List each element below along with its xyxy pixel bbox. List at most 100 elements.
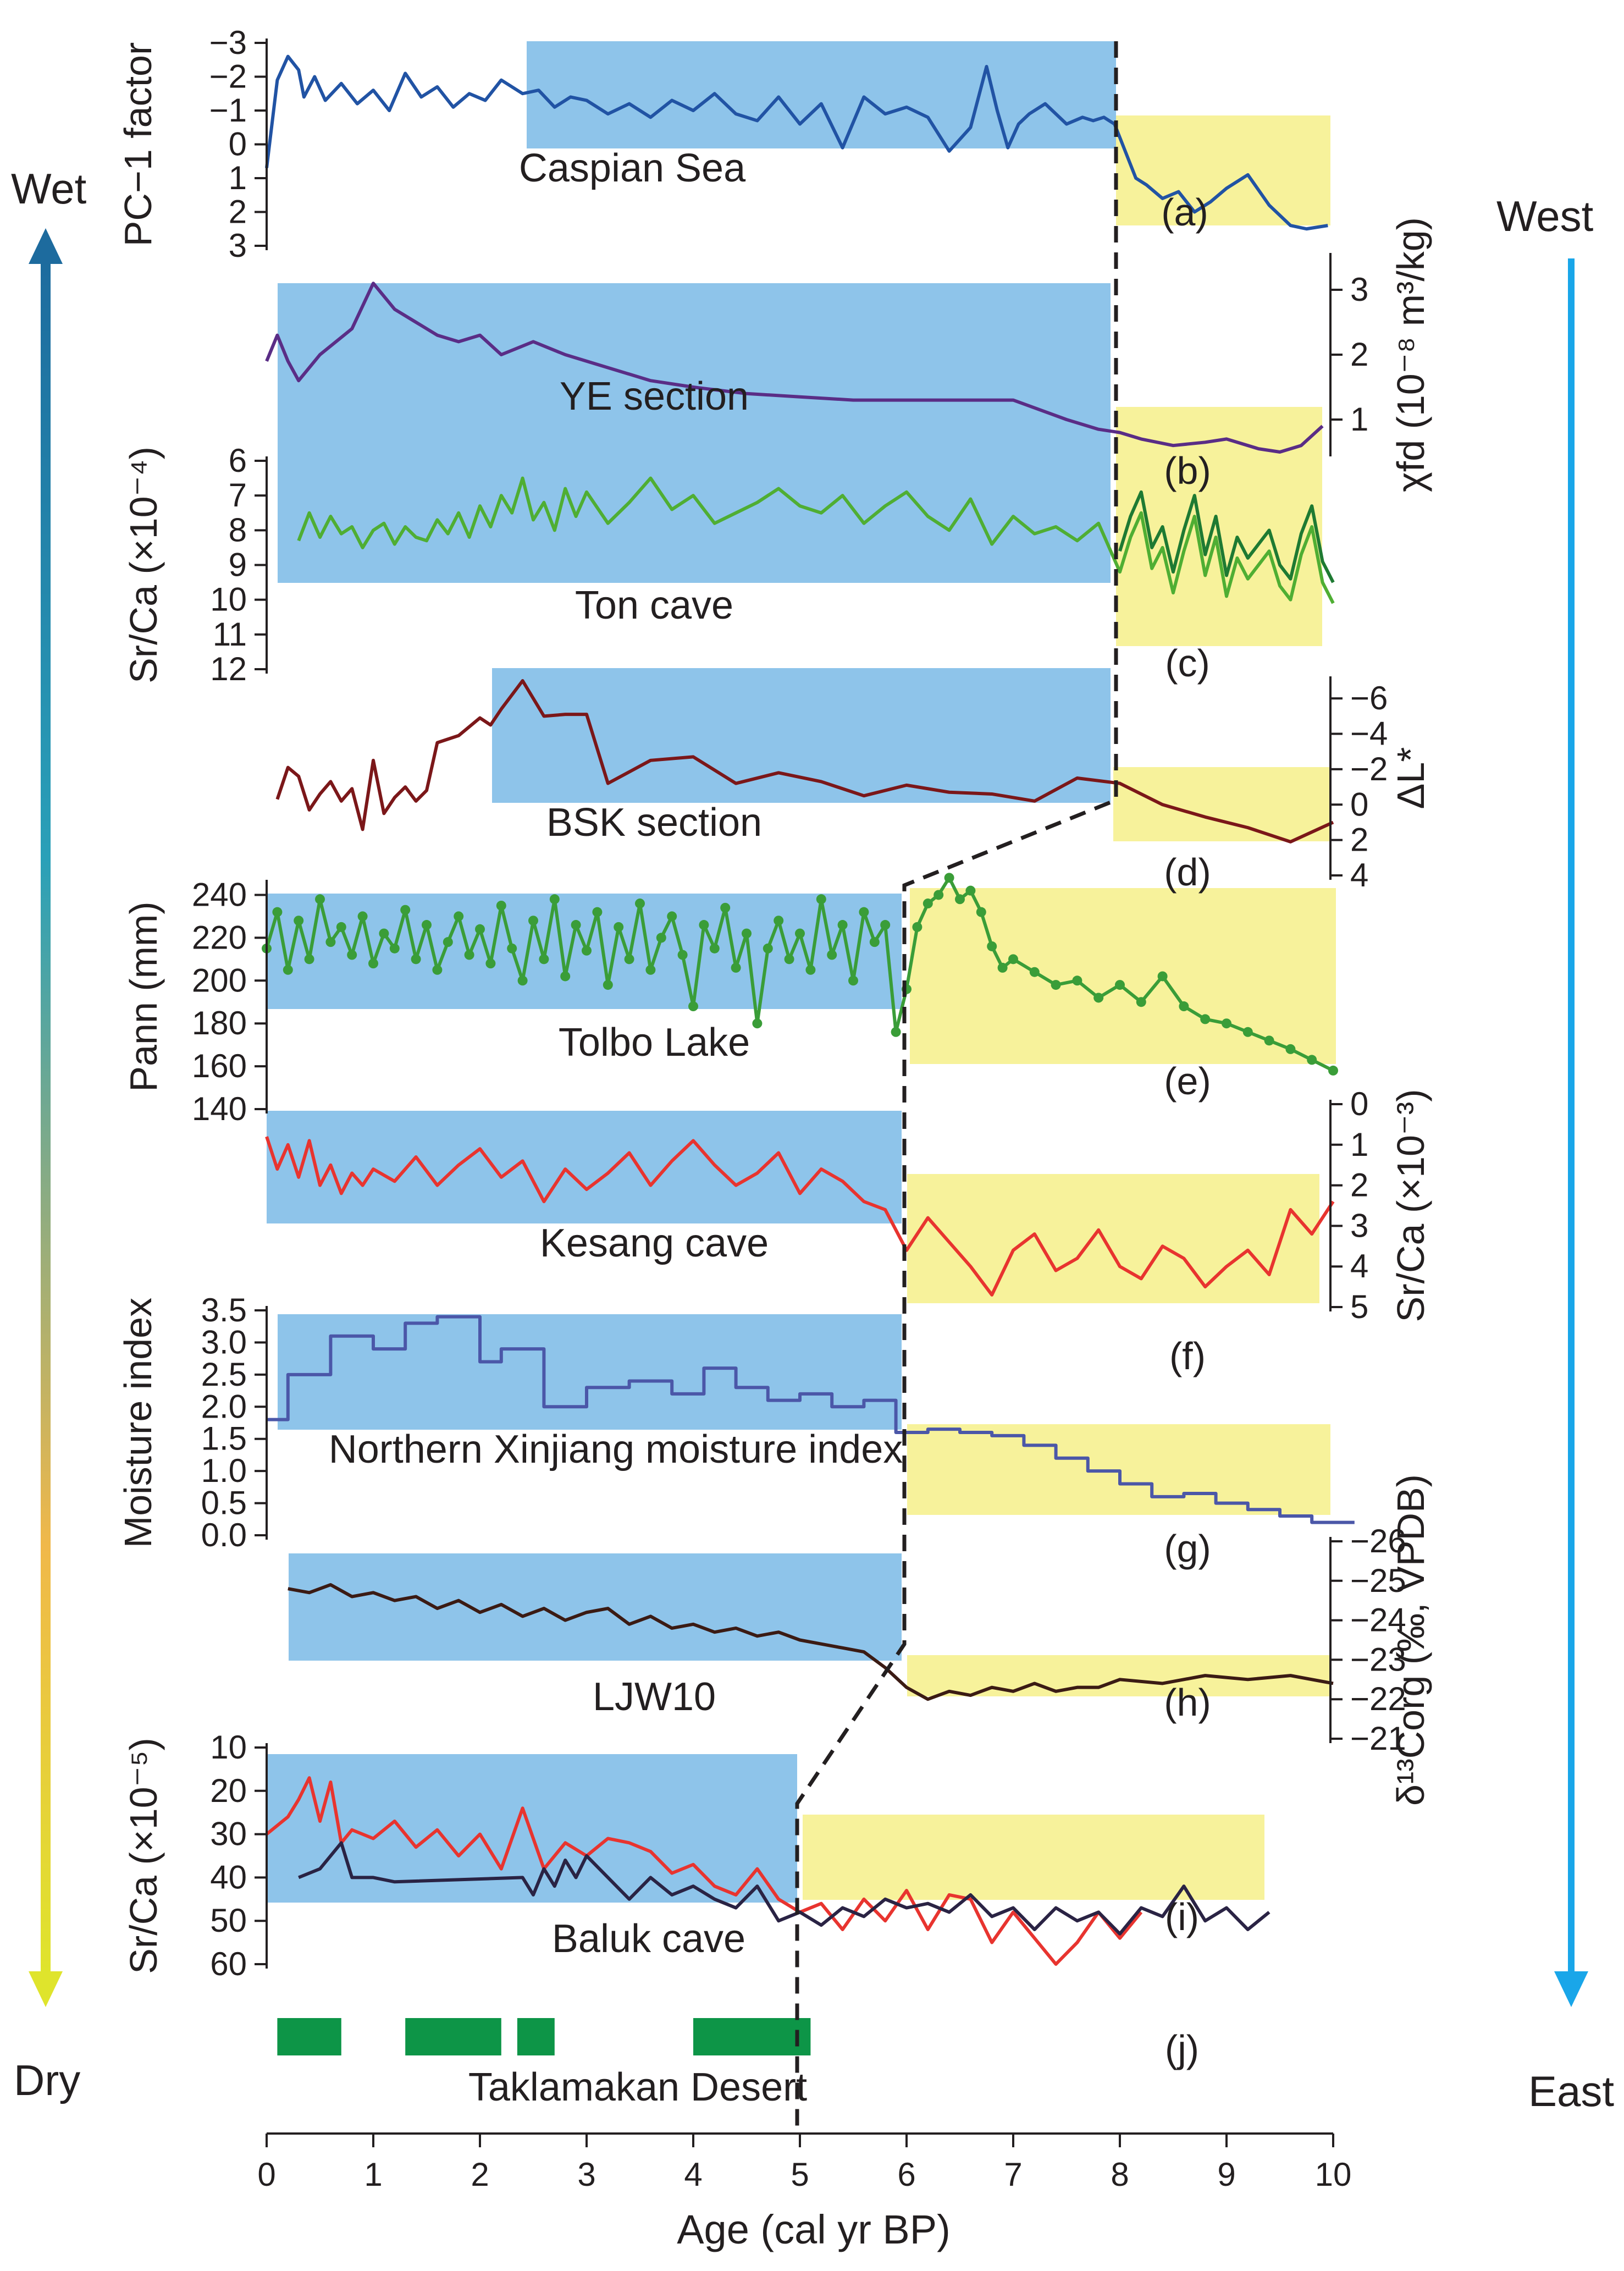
tolbo-point (1008, 954, 1018, 964)
panel-label-j: (j) (1165, 2027, 1199, 2070)
y-tick-label-f: 1 (1350, 1126, 1368, 1163)
y-axis-label-d: ΔL* (1389, 747, 1432, 809)
x-tick-label: 7 (1004, 2156, 1022, 2193)
y-tick-label-f: 5 (1350, 1288, 1368, 1325)
y-tick-label-i: 10 (210, 1729, 247, 1766)
x-tick-label: 3 (577, 2156, 595, 2193)
tolbo-point (368, 958, 378, 969)
y-tick-label-c: 8 (229, 511, 247, 548)
y-tick-label-e: 160 (192, 1048, 247, 1084)
y-axis-label-e: Pann (mm) (122, 901, 165, 1092)
panel-label-a: (a) (1161, 191, 1208, 234)
x-tick-label: 9 (1217, 2156, 1235, 2193)
y-tick-label-b: 1 (1350, 401, 1368, 438)
tolbo-point (389, 943, 400, 953)
panel-label-i: (i) (1165, 1895, 1199, 1938)
tolbo-point (1222, 1018, 1231, 1029)
panel-label-b: (b) (1164, 449, 1211, 492)
y-tick-label-h: −26 (1350, 1523, 1406, 1559)
tolbo-point (837, 920, 848, 930)
tolbo-point (742, 928, 752, 939)
y-tick-label-h: −25 (1350, 1562, 1406, 1599)
dry-period-box-f (907, 1174, 1319, 1303)
series-line-b (265, 282, 1324, 454)
tolbo-point (592, 907, 603, 917)
tolbo-point (667, 911, 677, 922)
desert-interval-bar (405, 2018, 501, 2055)
tolbo-point (816, 894, 826, 905)
y-axis-label-b: χfd (10⁻⁸ m³/kg) (1389, 217, 1432, 492)
tolbo-point (582, 945, 592, 956)
panel-label-e: (e) (1164, 1060, 1211, 1103)
tolbo-point (859, 907, 869, 917)
tolbo-point (454, 911, 464, 922)
panel-label-c: (c) (1165, 642, 1210, 685)
series-step-g (267, 1315, 1355, 1524)
y-tick-label-g: 2.5 (201, 1356, 247, 1393)
y-tick-label-a: 0 (229, 126, 247, 163)
tolbo-point (1115, 980, 1125, 990)
tolbo-point (443, 937, 453, 947)
tolbo-point (688, 1001, 698, 1012)
tolbo-point (379, 928, 389, 939)
tolbo-point (784, 954, 794, 964)
y-tick-label-i: 60 (210, 1945, 247, 1982)
tolbo-point (325, 937, 336, 947)
tolbo-point (1242, 1027, 1253, 1037)
tolbo-point (1285, 1044, 1296, 1054)
west-label: West (1496, 192, 1594, 240)
y-axis-label-c: Sr/Ca (×10⁻⁴) (122, 447, 165, 683)
tolbo-point (1200, 1014, 1211, 1024)
tolbo-point (432, 964, 443, 975)
tolbo-point (976, 907, 986, 917)
desert-interval-bar (517, 2018, 555, 2055)
tolbo-point (1051, 980, 1061, 990)
tolbo-point (496, 900, 506, 911)
tolbo-point (955, 894, 965, 905)
tolbo-point (1179, 1001, 1189, 1012)
y-tick-label-d: 4 (1350, 857, 1368, 894)
y-axis-label-a: PC−1 factor (117, 42, 159, 247)
y-tick-label-a: 2 (229, 194, 247, 230)
wet-period-box-h (289, 1553, 902, 1661)
tolbo-point (1157, 971, 1168, 982)
tolbo-point (283, 964, 293, 975)
desert-interval-bar (277, 2018, 341, 2055)
y-tick-label-g: 1.0 (201, 1452, 247, 1489)
record-name-g: Northern Xinjiang moisture index (329, 1427, 903, 1471)
y-tick-label-d: 0 (1350, 786, 1368, 823)
x-axis: 0 1 2 3 4 5 6 7 8 9 10 (257, 2132, 1351, 2193)
y-tick-label-c: 7 (229, 477, 247, 514)
y-tick-label-e: 200 (192, 962, 247, 999)
tolbo-point (304, 954, 314, 964)
wet-period-box-d (492, 668, 1111, 803)
tolbo-point (549, 894, 560, 905)
y-tick-label-e: 140 (192, 1090, 247, 1127)
y-tick-label-f: 2 (1350, 1167, 1368, 1204)
record-name-c: Ton cave (575, 583, 733, 627)
tolbo-point (272, 907, 283, 917)
y-tick-label-c: 12 (210, 651, 247, 687)
y-tick-label-g: 2.0 (201, 1388, 247, 1425)
y-tick-label-i: 40 (210, 1859, 247, 1895)
y-tick-label-h: −21 (1350, 1720, 1406, 1757)
tolbo-point (805, 964, 816, 975)
record-name-f: Kesang cave (540, 1221, 769, 1265)
tolbo-point (422, 920, 432, 930)
series-line-f (265, 1136, 1335, 1297)
dry-period-box-h (907, 1655, 1330, 1696)
dry-label: Dry (14, 2056, 80, 2104)
tolbo-point (869, 937, 880, 947)
tolbo-point (880, 920, 891, 930)
y-tick-label-a: −3 (209, 24, 247, 61)
y-tick-label-a: 3 (229, 227, 247, 264)
tolbo-point (987, 941, 997, 951)
record-name-e: Tolbo Lake (559, 1021, 750, 1065)
dry-period-box-d (1113, 767, 1330, 841)
x-tick-label: 5 (791, 2156, 809, 2193)
tolbo-point (475, 924, 485, 934)
x-tick-label: 4 (684, 2156, 702, 2193)
y-tick-label-i: 30 (210, 1816, 247, 1853)
record-name-d: BSK section (546, 801, 762, 845)
tolbo-point (1328, 1065, 1338, 1076)
